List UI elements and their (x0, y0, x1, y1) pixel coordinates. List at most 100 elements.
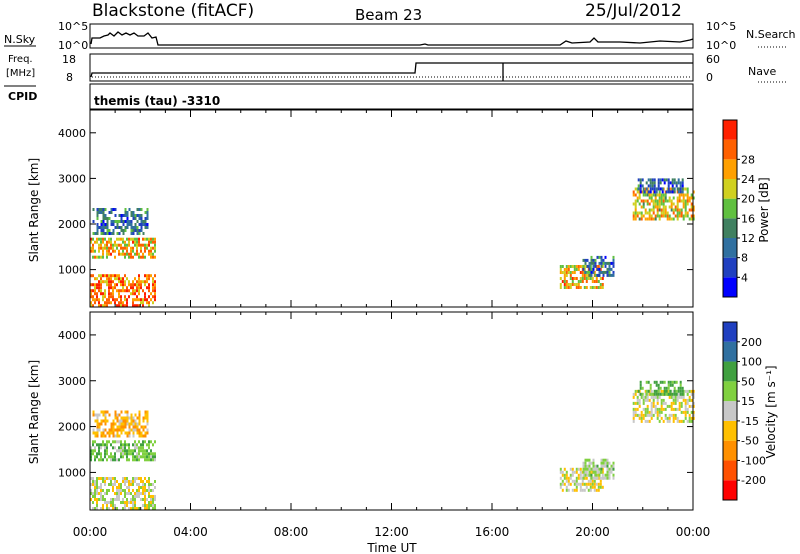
velocity-echo-cell (138, 455, 140, 459)
velocity-echo-cell (688, 395, 691, 399)
velocity-echo-cell (150, 501, 152, 504)
velocity-echo-cell (120, 422, 123, 426)
power-echo-cell (128, 243, 130, 247)
velocity-echo-cell (132, 434, 135, 438)
power-echo-cell (604, 264, 607, 268)
velocity-echo-cell (594, 464, 597, 468)
velocity-echo-cell (142, 455, 144, 459)
power-echo-cell (664, 196, 667, 200)
velocity-echo-cell (682, 395, 685, 399)
velocity-echo-cell (120, 425, 123, 429)
power-echo-cell (136, 286, 138, 290)
velocity-echo-cell (120, 492, 122, 495)
velocity-echo-cell (679, 380, 682, 384)
power-echo-cell (589, 286, 592, 289)
power-echo-cell (644, 193, 647, 197)
velocity-echo-cell (671, 392, 674, 396)
power-echo-cell (122, 304, 124, 308)
velocity-echo-cell (102, 410, 105, 414)
power-echo-cell (138, 289, 140, 293)
power-echo-cell (671, 184, 674, 188)
velocity-echo-cell (664, 413, 667, 417)
velocity-echo-cell (591, 482, 594, 486)
power-echo-cell (132, 240, 134, 244)
power-echo-cell (104, 289, 106, 293)
velocity-echo-cell (642, 395, 645, 399)
power-echo-region (92, 208, 149, 235)
velocity-echo-cell (112, 419, 115, 423)
velocity-echo-cell (140, 477, 142, 480)
velocity-echo-cell (662, 398, 665, 402)
power-echo-cell (650, 196, 653, 200)
power-echo-cell (684, 205, 687, 209)
velocity-echo-cell (132, 455, 134, 459)
power-echo-cell (658, 199, 661, 203)
power-echo-cell (592, 267, 595, 271)
velocity-echo-cell (152, 501, 154, 504)
power-echo-cell (673, 181, 676, 185)
power-echo-cell (640, 211, 643, 215)
power-echo-cell (592, 270, 595, 274)
power-echo-cell (589, 265, 592, 268)
power-echo-cell (108, 277, 110, 281)
velocity-echo-cell (116, 492, 118, 495)
velocity-echo-cell (122, 416, 125, 420)
velocity-echo-cell (90, 483, 92, 486)
power-echo-cell (676, 211, 679, 215)
power-echo-cell (636, 190, 639, 194)
power-echo-cell (632, 193, 635, 197)
power-echo-cell (144, 255, 146, 259)
velocity-echo-cell (588, 464, 591, 468)
velocity-echo-cell (606, 461, 609, 465)
power-colorbar-segment (723, 238, 737, 258)
power-echo-cell (584, 261, 587, 265)
velocity-echo-cell (100, 489, 102, 492)
velocity-echo-cell (106, 507, 108, 510)
velocity-echo-cell (104, 477, 106, 480)
power-echo-cell (650, 217, 653, 221)
power-echo-cell (639, 184, 642, 188)
power-echo-cell (140, 243, 142, 247)
velocity-y-tick-label: 2000 (58, 421, 86, 434)
power-echo-cell (118, 226, 121, 229)
velocity-echo-cell (608, 470, 611, 474)
velocity-echo-cell (110, 458, 112, 462)
velocity-echo-cell (116, 498, 118, 501)
velocity-echo-cell (593, 479, 596, 483)
velocity-echo-cell (96, 492, 98, 495)
power-echo-cell (136, 283, 138, 287)
power-echo-cell (132, 217, 135, 220)
power-echo-cell (104, 292, 106, 296)
velocity-echo-cell (136, 446, 138, 450)
velocity-y-tick-label: 1000 (58, 466, 86, 479)
power-echo-cell (670, 205, 673, 209)
velocity-echo-cell (638, 398, 641, 402)
velocity-echo-cell (136, 455, 138, 459)
velocity-echo-cell (672, 395, 675, 399)
velocity-echo-cell (565, 476, 568, 480)
velocity-echo-cell (108, 455, 110, 459)
velocity-echo-cell (94, 458, 96, 462)
velocity-echo-cell (98, 498, 100, 501)
velocity-echo-cell (104, 419, 107, 423)
velocity-echo-cell (128, 425, 131, 429)
power-echo-cell (150, 252, 152, 256)
power-echo-cell (686, 196, 689, 200)
velocity-echo-cell (128, 489, 130, 492)
power-echo-cell (591, 280, 594, 283)
velocity-echo-cell (128, 449, 130, 453)
power-echo-cell (601, 277, 604, 280)
power-echo-cell (660, 199, 663, 203)
power-echo-cell (672, 217, 675, 221)
velocity-echo-cell (579, 476, 582, 480)
velocity-echo-cell (116, 428, 119, 432)
power-echo-cell (120, 283, 122, 287)
power-echo-cell (679, 190, 682, 194)
velocity-echo-cell (114, 410, 117, 414)
power-echo-cell (643, 190, 646, 194)
power-echo-cell (585, 277, 588, 280)
power-echo-cell (642, 214, 645, 218)
velocity-echo-cell (128, 492, 130, 495)
velocity-echo-cell (116, 480, 118, 483)
velocity-echo-cell (100, 498, 102, 501)
